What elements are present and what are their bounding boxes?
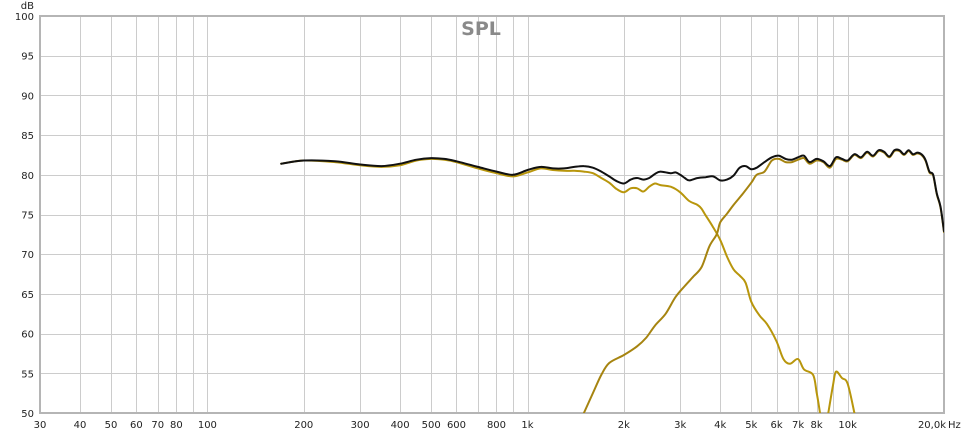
x-tick-labels: 30 40 50 60 70 80 100 200 300 400 500 600 800 1k 2k 3k 4… [34, 420, 947, 431]
x-tick-label: 60 [130, 420, 143, 431]
y-tick-label: 65 [21, 290, 34, 301]
y-tick-label: 60 [21, 330, 34, 341]
y-tick-label: 85 [21, 131, 34, 142]
x-tick-label: 7k [792, 420, 804, 431]
y-tick-label: 50 [21, 409, 34, 420]
x-tick-label: 600 [447, 420, 466, 431]
y-tick-label: 55 [21, 369, 34, 380]
x-tick-label: 8k [811, 420, 823, 431]
y-tick-label: 95 [21, 52, 34, 63]
x-tick-label: 800 [487, 420, 506, 431]
y-tick-labels: 100 95 90 85 80 75 70 65 60 55 50 [15, 12, 34, 420]
chart-title: SPL [461, 18, 501, 40]
x-tick-label: 1k [521, 420, 533, 431]
y-tick-label: 75 [21, 211, 34, 222]
x-tick-label: 100 [198, 420, 217, 431]
x-tick-label: 300 [351, 420, 370, 431]
x-tick-label: 6k [771, 420, 783, 431]
sum-response-curve [280, 148, 944, 233]
x-tick-label: 10k [838, 420, 857, 431]
y-axis-unit-label: dB [21, 1, 34, 12]
x-tick-label: 70 [151, 420, 164, 431]
x-tick-label: 50 [105, 420, 118, 431]
x-tick-label: 2k [618, 420, 630, 431]
y-tick-label: 80 [21, 171, 34, 182]
x-axis-unit-label: Hz [948, 420, 961, 431]
woofer-tail-response-curve [827, 370, 856, 413]
x-tick-label: 30 [34, 420, 47, 431]
x-tick-label: 80 [170, 420, 183, 431]
x-tick-label: 3k [674, 420, 686, 431]
y-tick-label: 70 [21, 250, 34, 261]
x-tick-label: 5k [745, 420, 757, 431]
x-tick-label: 4k [714, 420, 726, 431]
x-tick-label: 200 [294, 420, 313, 431]
y-tick-label: 90 [21, 91, 34, 102]
curves [280, 148, 944, 413]
y-tick-label: 100 [15, 12, 34, 23]
x-tick-label: 40 [74, 420, 87, 431]
plot-frame [39, 15, 945, 414]
x-tick-label: 500 [422, 420, 441, 431]
x-tick-label: 400 [391, 420, 410, 431]
x-tick-label: 20,0k [918, 420, 946, 431]
